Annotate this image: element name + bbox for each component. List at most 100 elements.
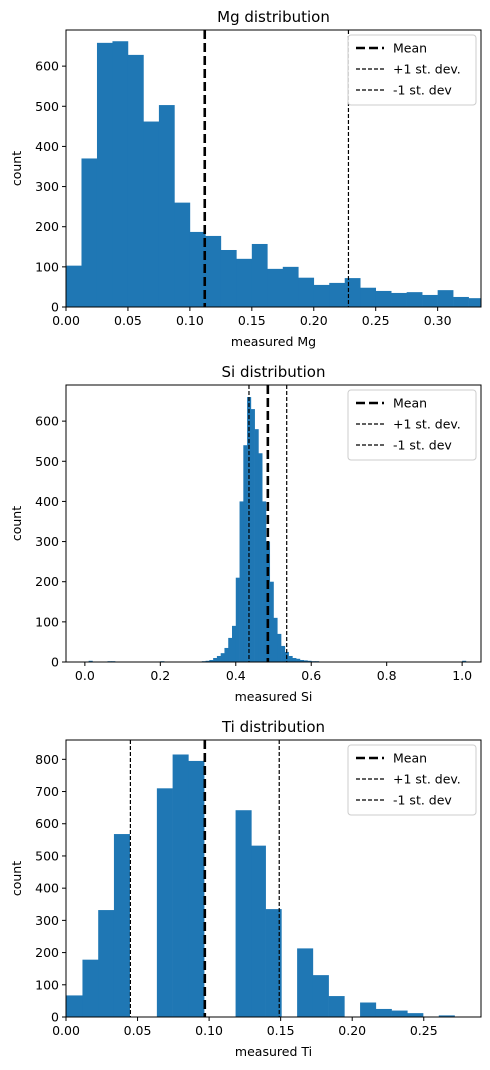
y-tick-label: 300 (35, 534, 59, 549)
y-tick-label: 100 (35, 977, 59, 992)
y-tick-label: 400 (35, 139, 59, 154)
histogram-bar (216, 655, 221, 662)
chart-title: Ti distribution (221, 718, 325, 736)
y-tick-label: 600 (35, 59, 59, 74)
y-tick-label: 700 (35, 784, 59, 799)
histogram-bar (391, 1010, 408, 1017)
histogram-bar (96, 42, 113, 307)
histogram-bar (235, 810, 252, 1017)
histogram-bar (297, 948, 314, 1017)
histogram-bar (375, 290, 392, 307)
y-tick-label: 0 (51, 1010, 59, 1025)
chart-panel-2: 0.00 0.05 0.10 0.15 0.20 0.25 0 100 200 300 400 500… (9, 718, 482, 1059)
histogram-bar (406, 292, 423, 307)
histogram-bar (251, 845, 266, 1017)
y-tick-label: 400 (35, 881, 59, 896)
y-tick-label: 500 (35, 848, 59, 863)
histogram-bar (81, 158, 98, 307)
histogram-bar (112, 41, 129, 307)
legend-label: Mean (393, 751, 427, 766)
histogram-bar (239, 501, 244, 662)
plot-area (66, 30, 481, 307)
histogram-bar (407, 1013, 424, 1017)
histogram-bar (250, 409, 255, 662)
histogram-bar (360, 287, 377, 307)
legend: Mean +1 st. dev. -1 st. dev (347, 34, 477, 106)
histogram-bar (273, 617, 278, 662)
histogram-bar (188, 760, 205, 1017)
x-axis-label: measured Mg (231, 334, 316, 349)
y-axis-label: count (9, 506, 24, 541)
histogram-bar (453, 296, 469, 307)
y-tick-label: 800 (35, 752, 59, 767)
histogram-bar (329, 282, 346, 307)
x-tick-label: 0.10 (176, 313, 204, 328)
histogram-bar (281, 645, 286, 662)
legend-label: -1 st. dev (393, 793, 452, 808)
histogram-bar (127, 54, 144, 307)
chart-title: Mg distribution (217, 8, 330, 26)
legend-label: +1 st. dev. (393, 417, 461, 432)
histogram-bar (113, 834, 130, 1017)
x-tick-label: 1.0 (452, 668, 472, 683)
histogram-bar (172, 754, 189, 1017)
histogram-bar (265, 909, 282, 1017)
y-tick-label: 100 (35, 259, 59, 274)
histogram-bar (205, 235, 222, 307)
histogram-bar (267, 268, 284, 307)
x-tick-label: 0.05 (114, 313, 142, 328)
y-tick-label: 600 (35, 816, 59, 831)
histogram-bar (277, 633, 282, 662)
y-tick-label: 500 (35, 99, 59, 114)
x-tick-label: 0.6 (301, 668, 321, 683)
histogram-bar (282, 266, 299, 307)
y-tick-label: 300 (35, 179, 59, 194)
histogram-bar (468, 298, 481, 307)
histogram-bar (269, 581, 274, 662)
histogram-bar (98, 910, 115, 1017)
x-tick-label: 0.10 (195, 1023, 223, 1038)
x-tick-label: 0.8 (377, 668, 397, 683)
legend-label: -1 st. dev (393, 438, 452, 453)
histogram-bar (205, 660, 210, 662)
x-tick-label: 0.2 (150, 668, 170, 683)
x-tick-label: 0.05 (124, 1023, 152, 1038)
histogram-bar (328, 996, 345, 1017)
y-tick-label: 300 (35, 913, 59, 928)
y-axis-label: count (9, 151, 24, 186)
histogram-bar (288, 655, 293, 662)
histogram-bar (422, 294, 438, 307)
legend-box (347, 34, 477, 106)
histogram-bar (375, 1008, 392, 1017)
histogram-bar (220, 653, 225, 662)
x-axis-label: measured Ti (235, 1044, 312, 1059)
histogram-bar (438, 1015, 455, 1017)
histogram-bar (209, 659, 214, 662)
y-axis-label: count (9, 861, 24, 896)
histogram-bar (88, 660, 93, 662)
histogram-bar (344, 278, 361, 307)
legend-label: Mean (393, 396, 427, 411)
legend-box (347, 389, 477, 461)
histogram-bar (236, 258, 253, 307)
histogram-bar (82, 959, 99, 1017)
y-tick-label: 0 (51, 300, 59, 315)
x-tick-label: 0.20 (338, 1023, 366, 1038)
plot-area (88, 385, 467, 662)
plot-area (66, 740, 455, 1017)
axes-frame (65, 739, 482, 1018)
x-tick-label: 0.00 (52, 1023, 80, 1038)
histogram-bar (298, 277, 315, 307)
legend: Mean +1 st. dev. -1 st. dev (347, 389, 477, 461)
histogram-bar (251, 243, 268, 307)
x-tick-label: 0.15 (267, 1023, 295, 1038)
chart-panel-1: 0.0 0.2 0.4 0.6 0.8 1.0 0 100 200 300 400 500 600 Si … (9, 363, 482, 704)
histogram-bar (303, 660, 308, 662)
histogram-bar (254, 429, 259, 662)
histogram-bar (224, 647, 229, 662)
histogram-bar (156, 788, 173, 1017)
histogram-bar (189, 231, 206, 307)
legend-label: +1 st. dev. (393, 772, 461, 787)
histogram-bar (462, 660, 467, 662)
